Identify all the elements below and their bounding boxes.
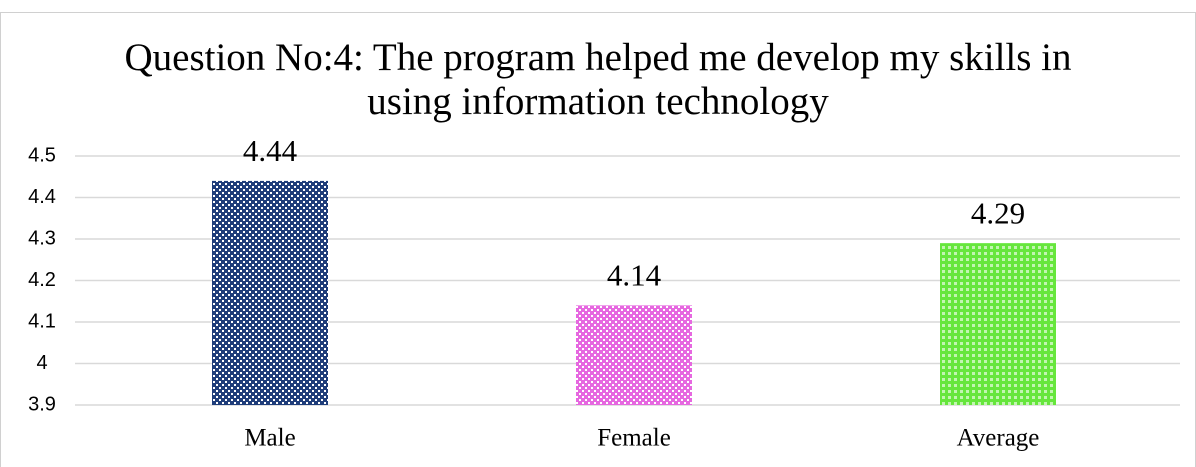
- y-tick-label: 4.3: [28, 227, 56, 249]
- value-label: 4.44: [243, 133, 298, 168]
- y-tick-label: 4: [36, 352, 47, 374]
- y-tick-label: 4.4: [28, 186, 56, 208]
- bar: [212, 180, 328, 405]
- chart-title: Question No:4: The program helped me dev…: [124, 36, 1072, 123]
- x-tick-label: Male: [244, 425, 295, 452]
- y-tick-label: 4.1: [28, 310, 56, 332]
- bar: [940, 243, 1056, 405]
- value-label: 4.29: [971, 195, 1025, 230]
- bar: [576, 305, 692, 405]
- y-tick-label: 4.5: [28, 144, 56, 166]
- y-tick-label: 4.2: [28, 269, 56, 291]
- x-tick-label: Female: [597, 425, 671, 452]
- x-tick-label: Average: [957, 425, 1040, 452]
- value-label: 4.14: [607, 258, 662, 293]
- y-tick-label: 3.9: [28, 393, 56, 415]
